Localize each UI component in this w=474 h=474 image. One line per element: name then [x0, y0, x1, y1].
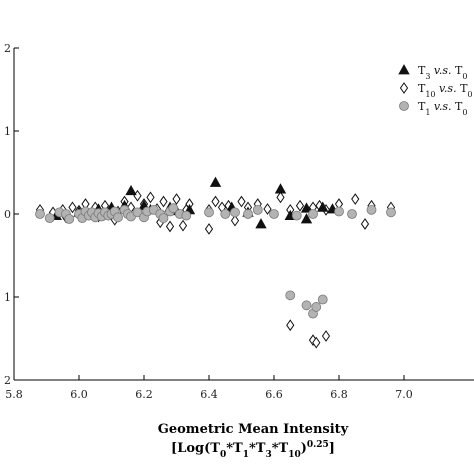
circle-point	[317, 294, 328, 305]
diamond-point	[312, 336, 321, 349]
circle-point	[113, 212, 123, 223]
circle-point	[158, 213, 169, 224]
circle-point	[243, 209, 253, 219]
circle-point	[132, 207, 143, 218]
legend-label: T10 v.s. T0	[418, 82, 473, 99]
diamond-point	[68, 201, 77, 214]
diamond-point	[172, 193, 181, 205]
circle-point	[168, 203, 179, 214]
diamond-point	[263, 203, 272, 215]
x-tick-label: 6.8	[330, 388, 348, 401]
x-axis-subtitle: [Log(T0*T1*T3*T10)0.25]	[171, 440, 335, 460]
circle-point	[64, 214, 75, 224]
triangle-point	[300, 202, 313, 213]
x-axis-title: Geometric Mean Intensity	[158, 422, 349, 437]
x-tick-label: 6.6	[265, 388, 283, 401]
circle-point	[252, 204, 263, 215]
diamond-point	[159, 195, 168, 208]
circle-point	[285, 290, 296, 301]
triangle-point	[255, 218, 267, 229]
x-tick-label: 5.8	[5, 388, 23, 401]
circle-point	[269, 209, 279, 219]
diamond-point	[237, 195, 246, 208]
circle-point	[181, 210, 192, 221]
y-tick-label: 2	[4, 42, 11, 55]
diamond-point	[230, 214, 240, 227]
diamond-point	[351, 193, 360, 205]
diamond-point	[321, 330, 331, 342]
diamond-point	[165, 220, 175, 233]
diamond-point	[178, 219, 188, 232]
diamond-point	[360, 218, 370, 230]
diamond-point	[204, 223, 214, 235]
triangle-point	[274, 183, 287, 194]
y-tick-label: 1	[4, 291, 11, 304]
legend-diamond-marker	[399, 82, 409, 94]
circle-point	[311, 302, 322, 312]
diamond-point	[211, 195, 220, 208]
circle-point	[366, 204, 377, 215]
y-tick-label: 1	[4, 125, 11, 138]
circle-point	[308, 209, 318, 219]
circle-point	[44, 213, 55, 224]
circle-point	[291, 210, 302, 221]
circle-point	[301, 300, 312, 311]
diamond-point	[286, 319, 295, 332]
legend-label: T1 v.s. T0	[418, 100, 467, 117]
legend-label: T3 v.s. T0	[418, 64, 467, 81]
y-tick-label: 2	[4, 374, 11, 387]
triangle-point	[300, 213, 313, 224]
circle-point	[220, 209, 231, 219]
triangle-point	[125, 184, 137, 196]
x-tick-label: 6.4	[200, 388, 218, 401]
circle-point	[204, 207, 214, 218]
circle-point	[35, 209, 45, 219]
data-points	[35, 176, 396, 349]
triangle-point	[209, 176, 222, 187]
circle-point	[386, 207, 396, 218]
y-tick-label: 0	[4, 208, 11, 221]
diamond-point	[146, 191, 155, 204]
legend-circle-marker	[399, 101, 409, 111]
triangle-point	[317, 201, 329, 212]
x-tick-label: 6.0	[70, 388, 88, 401]
circle-point	[230, 207, 240, 218]
circle-point	[347, 209, 357, 219]
diamond-point	[295, 199, 305, 212]
legend-triangle-marker	[398, 64, 410, 75]
diamond-point	[276, 191, 285, 204]
x-tick-label: 6.2	[135, 388, 153, 401]
x-tick-label: 7.0	[395, 388, 413, 401]
axis-ticks: 5.8 6.0 6.2 6.4 6.6 6.8 7.0 2 1 0 1 2	[4, 42, 413, 401]
circle-point	[334, 206, 344, 217]
